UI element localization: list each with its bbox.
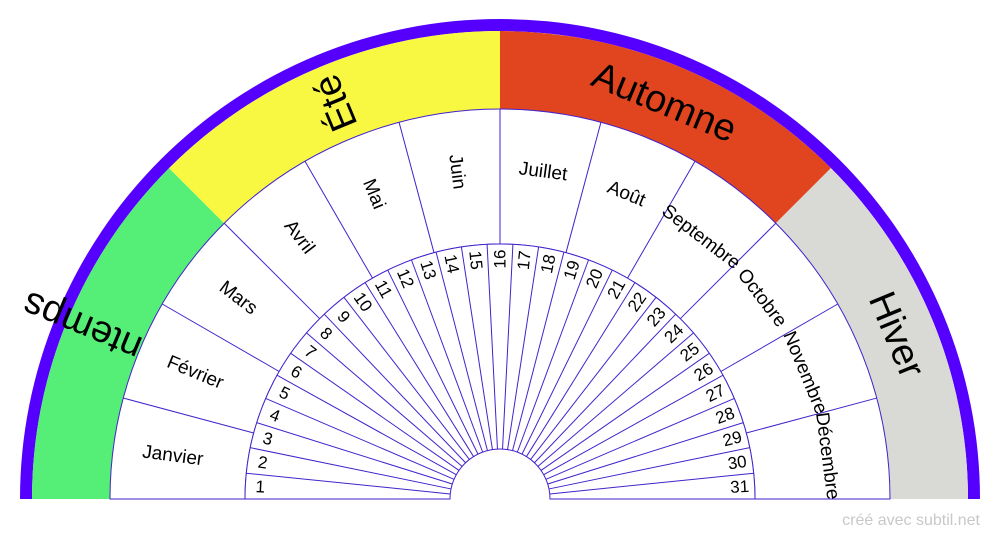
month-divider bbox=[223, 222, 321, 320]
credit-text: créé avec subtil.net bbox=[842, 512, 980, 529]
day-divider bbox=[548, 447, 750, 490]
day-label-31: 31 bbox=[730, 477, 750, 497]
day-divider bbox=[516, 259, 590, 453]
day-label-1: 1 bbox=[255, 477, 265, 496]
day-divider bbox=[276, 374, 457, 476]
day-label-16: 16 bbox=[491, 250, 510, 269]
day-label-18: 18 bbox=[537, 253, 559, 275]
day-label-15: 15 bbox=[465, 250, 486, 271]
month-divider bbox=[398, 122, 435, 253]
day-divider bbox=[549, 472, 754, 495]
month-divider bbox=[627, 161, 696, 279]
day-divider bbox=[547, 422, 744, 485]
day-divider bbox=[530, 297, 657, 460]
day-divider bbox=[343, 297, 470, 460]
day-divider bbox=[521, 269, 613, 455]
day-divider bbox=[256, 422, 453, 485]
day-divider bbox=[545, 397, 735, 480]
day-label-19: 19 bbox=[560, 258, 584, 282]
day-divider bbox=[265, 397, 455, 480]
season-sector-printemps bbox=[32, 168, 225, 499]
day-divider bbox=[526, 282, 636, 457]
day-divider bbox=[537, 332, 694, 467]
day-divider bbox=[290, 352, 460, 471]
day-label-13: 13 bbox=[416, 258, 440, 282]
day-label-17: 17 bbox=[514, 250, 535, 271]
season-sector-ete bbox=[169, 31, 500, 224]
month-divider bbox=[565, 122, 602, 253]
month-divider bbox=[123, 397, 254, 434]
day-divider bbox=[507, 246, 540, 450]
day-divider bbox=[486, 244, 498, 450]
day-divider bbox=[540, 352, 710, 471]
day-divider bbox=[246, 472, 451, 495]
season-sector-automne bbox=[500, 31, 831, 224]
day-divider bbox=[250, 447, 452, 490]
day-label-14: 14 bbox=[440, 253, 462, 275]
month-divider bbox=[746, 397, 877, 434]
month-divider bbox=[679, 222, 777, 320]
day-divider bbox=[435, 252, 488, 451]
month-label-juin: Juin bbox=[444, 153, 469, 190]
month-divider bbox=[162, 303, 280, 372]
day-divider bbox=[323, 313, 466, 464]
month-divider bbox=[304, 161, 373, 279]
day-label-2: 2 bbox=[257, 453, 269, 473]
day-divider bbox=[364, 282, 474, 457]
day-divider bbox=[410, 259, 484, 453]
day-label-29: 29 bbox=[721, 427, 744, 450]
day-divider bbox=[543, 374, 724, 476]
day-ring-background bbox=[244, 243, 756, 500]
season-sector-hiver bbox=[775, 168, 968, 499]
day-label-3: 3 bbox=[261, 428, 275, 449]
day-divider bbox=[502, 244, 514, 450]
day-divider bbox=[306, 332, 463, 467]
day-divider bbox=[387, 269, 479, 455]
day-divider bbox=[512, 252, 565, 451]
day-divider bbox=[460, 246, 493, 450]
day-label-30: 30 bbox=[726, 452, 748, 474]
day-divider bbox=[534, 313, 677, 464]
month-divider bbox=[720, 303, 838, 372]
